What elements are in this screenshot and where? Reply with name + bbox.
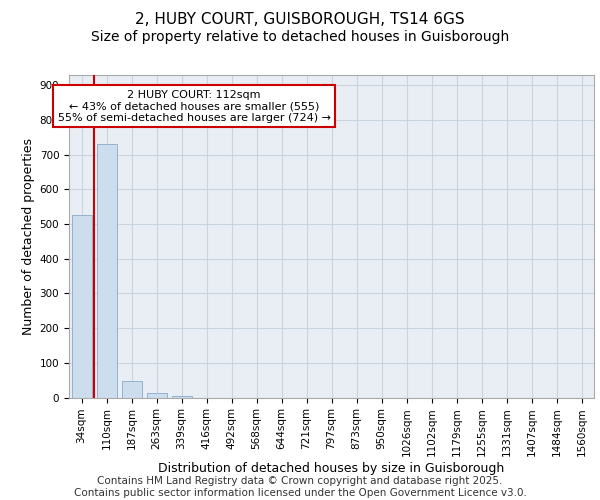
X-axis label: Distribution of detached houses by size in Guisborough: Distribution of detached houses by size … bbox=[158, 462, 505, 474]
Text: Contains HM Land Registry data © Crown copyright and database right 2025.
Contai: Contains HM Land Registry data © Crown c… bbox=[74, 476, 526, 498]
Bar bbox=[121, 381, 142, 398]
Bar bbox=[146, 394, 167, 398]
Text: 2 HUBY COURT: 112sqm
← 43% of detached houses are smaller (555)
55% of semi-deta: 2 HUBY COURT: 112sqm ← 43% of detached h… bbox=[58, 90, 331, 123]
Bar bbox=[172, 396, 191, 398]
Bar bbox=[97, 144, 116, 398]
Text: Size of property relative to detached houses in Guisborough: Size of property relative to detached ho… bbox=[91, 30, 509, 44]
Y-axis label: Number of detached properties: Number of detached properties bbox=[22, 138, 35, 335]
Bar bbox=[71, 216, 91, 398]
Text: 2, HUBY COURT, GUISBOROUGH, TS14 6GS: 2, HUBY COURT, GUISBOROUGH, TS14 6GS bbox=[135, 12, 465, 28]
